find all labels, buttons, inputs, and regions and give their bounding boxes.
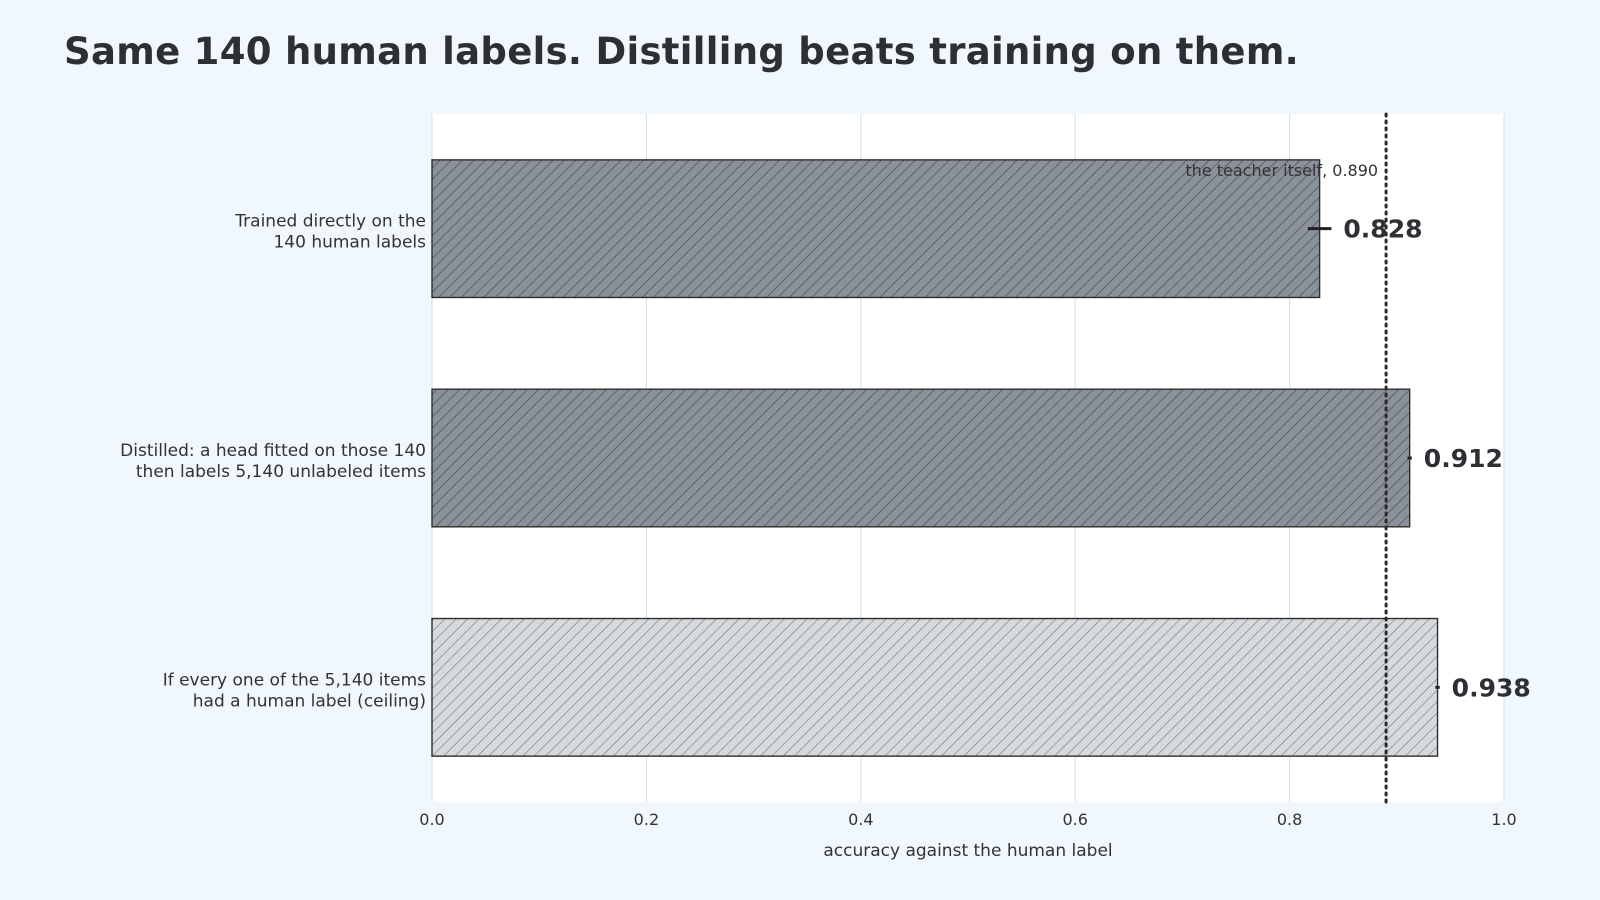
x-tick-label: 0.0 (419, 810, 444, 829)
category-label: Distilled: a head fitted on those 140 the… (120, 441, 426, 482)
reference-line-label: the teacher itself, 0.890 (1185, 161, 1378, 180)
x-tick-label: 1.0 (1491, 810, 1516, 829)
value-label: 0.938 (1452, 673, 1531, 702)
bar (431, 388, 1411, 528)
category-label: If every one of the 5,140 items had a hum… (163, 670, 426, 711)
bars (431, 159, 1440, 757)
chart-title: Same 140 human labels. Distilling beats … (64, 30, 1300, 73)
value-label: 0.828 (1343, 215, 1422, 244)
x-tick-label: 0.4 (848, 810, 873, 829)
labels: 0.0 0.2 0.4 0.6 0.8 1.0 0.828 Trained directly … (120, 161, 1531, 829)
x-axis-label: accuracy against the human label (823, 841, 1112, 861)
bar (431, 159, 1321, 299)
x-tick-label: 0.2 (634, 810, 659, 829)
x-tick-label: 0.6 (1062, 810, 1087, 829)
bar (431, 617, 1439, 757)
category-label: Trained directly on the 140 human labels (234, 212, 426, 253)
value-label: 0.912 (1424, 444, 1503, 473)
x-tick-label: 0.8 (1277, 810, 1302, 829)
